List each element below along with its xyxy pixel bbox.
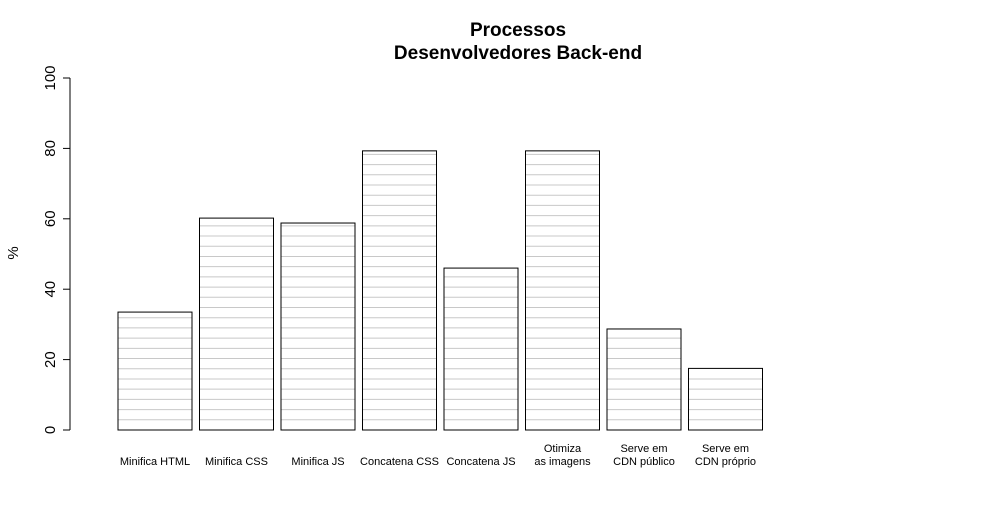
x-category-label: Minifica JS (291, 456, 344, 468)
y-axis: 0 20 40 60 80 100 (42, 65, 71, 434)
y-tick-label-80: 80 (42, 140, 59, 157)
bar-rect-7 (606, 328, 682, 431)
bar-4 (362, 150, 437, 431)
y-axis-label: % (5, 246, 22, 259)
x-category-label: Serve em (702, 443, 749, 455)
x-category-label: Otimiza (544, 443, 582, 455)
x-category-label: Minifica HTML (120, 456, 190, 468)
bar-8 (688, 367, 763, 431)
chart-title: Processos (470, 20, 566, 41)
y-tick-label-100: 100 (42, 65, 59, 90)
bar-rect-2 (199, 217, 274, 431)
bar-5 (443, 267, 519, 431)
x-category-label: as imagens (534, 456, 591, 468)
bar-2 (199, 217, 274, 431)
x-category-label: Concatena CSS (360, 456, 439, 468)
x-category-label: Serve em (620, 443, 667, 455)
bar-rect-4 (362, 150, 437, 431)
bar-3 (280, 222, 356, 431)
bar-1 (117, 311, 193, 431)
bar-rect-5 (443, 267, 519, 431)
x-category-label: CDN público (613, 456, 675, 468)
bars-group (117, 150, 763, 431)
bar-rect-3 (280, 222, 356, 431)
y-tick-label-0: 0 (42, 426, 59, 434)
bar-rect-6 (525, 150, 600, 431)
x-category-label: CDN próprio (695, 456, 756, 468)
x-category-label: Concatena JS (446, 456, 515, 468)
bar-7 (606, 328, 682, 431)
x-category-label: Minifica CSS (205, 456, 268, 468)
bar-rect-1 (117, 311, 193, 431)
x-axis-labels: Minifica HTML Minifica CSS Minifica JS Conc… (120, 443, 756, 468)
y-tick-label-40: 40 (42, 281, 59, 298)
bar-rect-8 (688, 367, 763, 431)
y-tick-label-20: 20 (42, 351, 59, 368)
y-tick-label-60: 60 (42, 210, 59, 227)
bar-6 (525, 150, 600, 431)
chart-subtitle: Desenvolvedores Back-end (394, 43, 642, 64)
